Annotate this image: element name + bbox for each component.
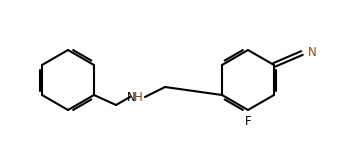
Text: F: F [245,115,251,128]
Text: H: H [134,90,142,103]
Text: N: N [127,90,135,103]
Text: N: N [308,46,317,58]
